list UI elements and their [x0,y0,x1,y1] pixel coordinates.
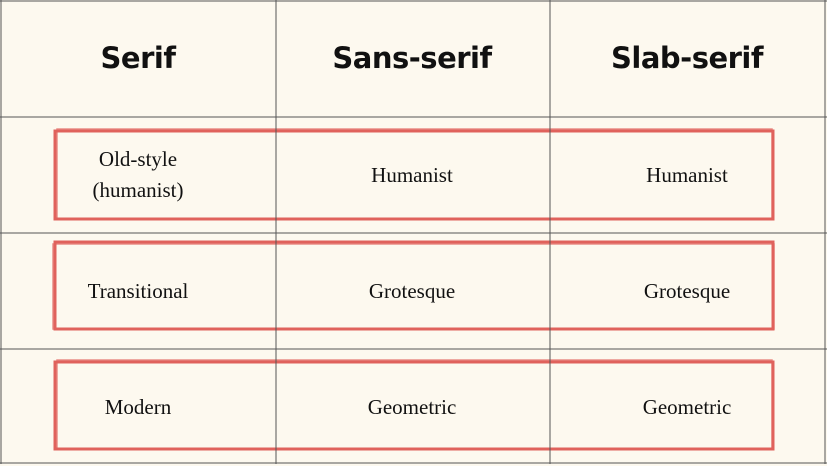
body-cell-text: Grotesque [643,278,731,303]
row-highlight [52,243,775,330]
body-cell: Modern [8,349,268,465]
header-cell-text: Sans-serif [332,41,492,75]
header-cell-text: Slab-serif [611,41,763,75]
body-cell: Old-style (humanist) [8,117,268,233]
body-cell-text: Geometric [642,394,732,419]
body-cell-text: Old-style (humanist) [92,147,184,202]
body-cell: Geometric [557,349,817,465]
header-cell: Sans-serif [282,0,542,116]
body-cell: Grotesque [557,233,817,349]
body-cell-text: Humanist [646,162,728,187]
body-cell: Grotesque [282,233,542,349]
body-cell: Geometric [282,349,542,465]
header-cell: Serif [8,0,268,116]
body-cell-text: Modern [104,394,172,419]
body-cell: Humanist [557,117,817,233]
body-cell-text: Geometric [367,394,457,419]
header-cell: Slab-serif [557,0,817,116]
row-highlight [56,359,773,450]
header-cell-text: Serif [100,41,176,75]
body-cell: Transitional [8,233,268,349]
row-highlight [56,128,773,220]
body-cell-text: Transitional [87,278,189,303]
body-cell: Humanist [282,117,542,233]
body-cell-text: Grotesque [368,278,456,303]
body-cell-text: Humanist [371,162,453,187]
highlight-boxes [52,128,775,451]
